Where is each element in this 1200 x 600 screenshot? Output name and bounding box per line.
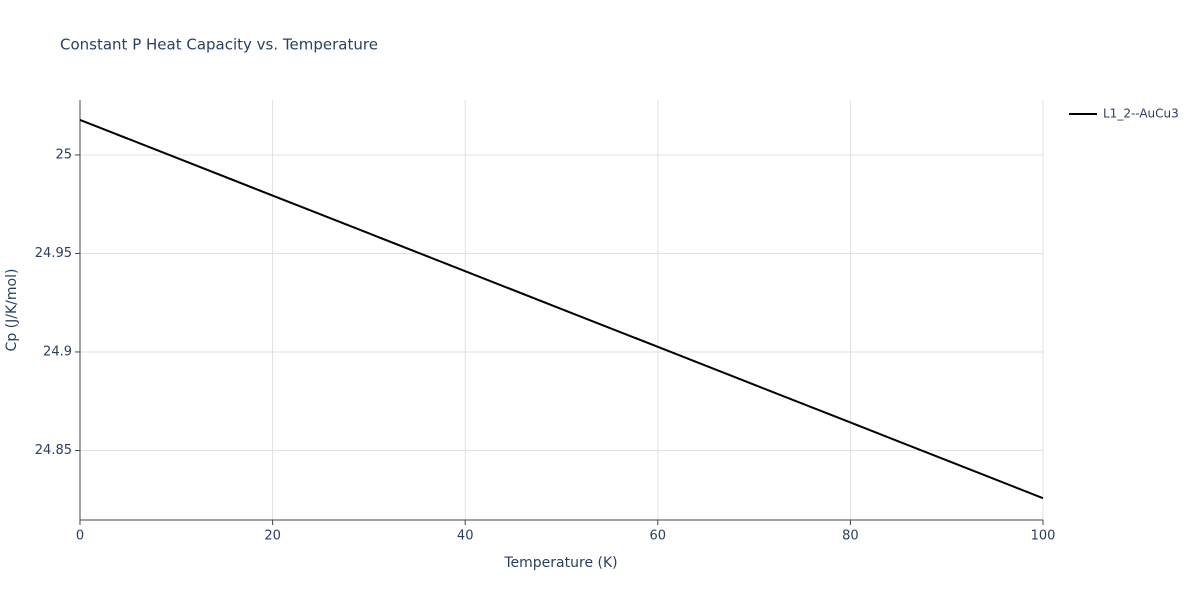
y-tick-label: 24.9 — [43, 344, 72, 359]
y-tick-label: 24.85 — [35, 443, 72, 458]
x-axis-title: Temperature (K) — [503, 555, 617, 571]
legend-text: L1_2--AuCu3 — [1103, 107, 1179, 121]
x-tick-label: 20 — [264, 529, 281, 544]
y-tick-label: 24.95 — [35, 246, 72, 261]
x-tick-label: 100 — [1031, 529, 1056, 544]
data-line — [79, 118, 1044, 500]
chart-title: Constant P Heat Capacity vs. Temperature — [60, 36, 378, 54]
y-tick-label: 25 — [55, 147, 72, 162]
y-axis-title: Cp (J/K/mol) — [4, 269, 20, 352]
x-tick-label: 0 — [76, 529, 84, 544]
x-tick-label: 80 — [842, 529, 859, 544]
x-tick-label: 60 — [650, 529, 667, 544]
x-tick-label: 40 — [457, 529, 474, 544]
